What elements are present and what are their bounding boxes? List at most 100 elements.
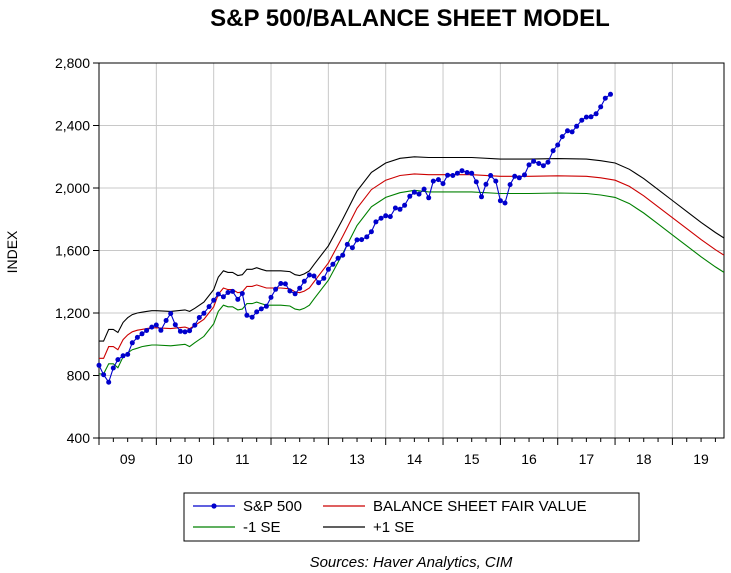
legend-label-sp500: S&P 500 [243, 498, 302, 515]
x-tick-label: 15 [464, 451, 480, 467]
data-point-sp500 [287, 288, 293, 294]
data-point-sp500 [364, 234, 370, 240]
data-point-sp500 [397, 206, 403, 212]
y-tick-label: 800 [67, 368, 91, 384]
data-point-sp500 [301, 278, 307, 284]
data-point-sp500 [321, 275, 327, 281]
data-point-sp500 [526, 162, 532, 168]
x-tick-label: 10 [177, 451, 193, 467]
data-point-sp500 [244, 312, 250, 318]
x-tick-label: 14 [407, 451, 423, 467]
data-point-sp500 [540, 163, 546, 169]
data-point-sp500 [565, 128, 570, 134]
x-tick-label: 12 [292, 451, 308, 467]
data-point-sp500 [569, 129, 575, 135]
legend-box [183, 492, 640, 542]
data-point-sp500 [430, 178, 436, 184]
data-point-sp500 [230, 288, 236, 294]
series-line-minus-se [99, 189, 725, 375]
x-tick-label: 17 [579, 451, 595, 467]
data-point-sp500 [149, 324, 155, 330]
data-point-sp500 [182, 329, 188, 335]
data-point-sp500 [502, 200, 508, 206]
data-point-sp500 [239, 291, 245, 296]
x-tick-label: 11 [235, 451, 250, 467]
data-point-sp500 [387, 214, 393, 220]
source-note: Sources: Haver Analytics, CIM [310, 554, 513, 571]
data-point-sp500 [278, 281, 284, 286]
data-point-sp500 [522, 172, 527, 178]
data-point-sp500 [125, 351, 131, 357]
legend-item-fair-value: BALANCE SHEET FAIR VALUE [323, 498, 587, 515]
data-point-sp500 [416, 191, 422, 197]
x-tick-label: 18 [636, 451, 652, 467]
data-point-sp500 [120, 353, 126, 359]
x-tick-label: 13 [349, 451, 365, 467]
x-tick-label: 19 [693, 451, 709, 467]
data-point-sp500 [402, 202, 408, 208]
legend-item-minus-se: -1 SE [193, 519, 281, 536]
data-point-sp500 [411, 189, 417, 195]
data-point-sp500 [273, 286, 279, 292]
series-line-plus-se [99, 156, 725, 342]
data-point-sp500 [235, 296, 241, 302]
data-point-sp500 [479, 194, 484, 200]
legend-marker-sp500 [211, 503, 217, 509]
data-point-sp500 [598, 104, 604, 110]
x-tick-label: 09 [120, 451, 136, 467]
y-tick-label: 2,000 [55, 180, 90, 196]
y-tick-label: 1,200 [55, 305, 90, 321]
data-point-sp500 [254, 309, 260, 315]
data-point-sp500 [134, 334, 140, 340]
data-point-sp500 [196, 315, 202, 320]
data-point-sp500 [158, 327, 164, 333]
legend-label-fair-value: BALANCE SHEET FAIR VALUE [373, 498, 587, 515]
data-point-sp500 [311, 273, 317, 279]
legend-item-sp500: S&P 500 [193, 498, 302, 515]
data-point-sp500 [608, 91, 613, 97]
data-point-sp500 [454, 170, 460, 176]
data-point-sp500 [473, 179, 479, 185]
data-point-sp500 [163, 318, 169, 323]
data-point-sp500 [421, 186, 427, 192]
legend-item-plus-se: +1 SE [323, 519, 414, 536]
data-point-sp500 [426, 195, 432, 201]
data-point-sp500 [101, 372, 107, 378]
data-point-sp500 [129, 340, 135, 346]
data-point-sp500 [497, 198, 503, 204]
data-point-sp500 [168, 311, 174, 316]
data-point-sp500 [450, 173, 456, 178]
data-point-sp500 [335, 255, 341, 261]
chart-title: S&P 500/BALANCE SHEET MODEL [210, 5, 610, 32]
data-point-sp500 [555, 142, 561, 148]
y-tick-label: 2,400 [55, 118, 90, 134]
data-point-sp500 [201, 310, 207, 316]
grid [99, 63, 724, 438]
data-point-sp500 [177, 328, 183, 334]
data-point-sp500 [192, 322, 198, 328]
data-point-sp500 [483, 181, 489, 187]
data-point-sp500 [344, 241, 350, 247]
y-tick-label: 1,600 [55, 243, 90, 259]
data-point-sp500 [206, 304, 212, 310]
data-point-sp500 [392, 205, 398, 211]
data-point-sp500 [139, 331, 145, 337]
data-point-sp500 [435, 177, 441, 183]
y-tick-label: 2,800 [55, 55, 90, 71]
data-point-sp500 [579, 117, 585, 123]
data-point-sp500 [574, 123, 580, 129]
data-point-sp500 [340, 252, 346, 258]
data-point-sp500 [297, 285, 303, 291]
data-point-sp500 [359, 237, 365, 243]
data-point-sp500 [383, 213, 389, 219]
data-point-sp500 [106, 379, 112, 385]
data-point-sp500 [373, 219, 379, 225]
data-point-sp500 [144, 328, 150, 333]
legend-label-plus-se: +1 SE [373, 519, 414, 536]
series-line-fair-value [99, 173, 725, 359]
data-point-sp500 [115, 357, 121, 363]
data-point-sp500 [602, 95, 608, 101]
data-point-sp500 [153, 322, 159, 328]
data-point-sp500 [440, 181, 446, 187]
